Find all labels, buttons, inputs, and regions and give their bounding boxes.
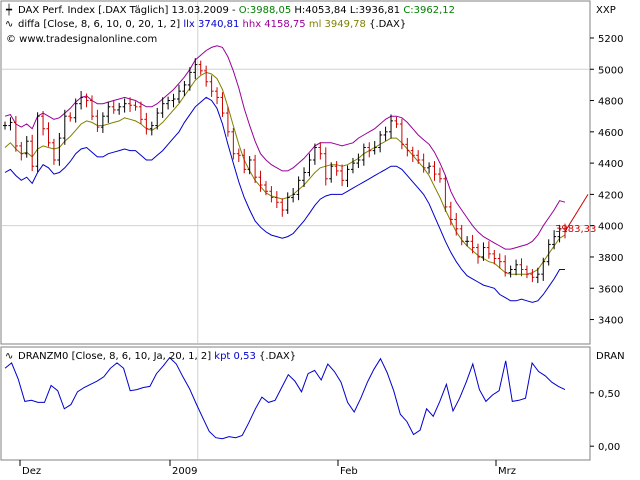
mid-band-line (4, 71, 566, 275)
price-y-tick-label: 5000 (598, 65, 623, 76)
price-grid (2, 2, 589, 343)
price-panel-frame (0, 0, 591, 345)
indicator-line-icon: ∿ (5, 351, 13, 362)
price-header-line1: DAX Perf. Index [.DAX Täglich] 13.03.200… (18, 5, 455, 16)
price-y-tick-label: 5200 (598, 34, 623, 45)
indicator-panel-frame (0, 346, 591, 461)
indicator-line (4, 356, 566, 440)
indicator-header: ∿ DRANZM0 [Close, 8, 6, 10, Ja, 20, 1, 2… (5, 351, 296, 362)
line-icon: ∿ (5, 19, 13, 30)
price-plot: 3983,33 (3, 45, 596, 303)
x-axis-label: 2009 (172, 466, 197, 477)
indicator-plot (4, 356, 566, 440)
price-header-line2: diffa [Close, 8, 6, 10, 0, 20, 1, 2] llx… (18, 19, 406, 30)
forecast-line (564, 194, 589, 232)
indicator-corner-label: DRAN (596, 351, 625, 362)
x-axis-label: Mrz (498, 466, 516, 477)
last-price-label: 3983,33 (555, 224, 596, 235)
price-y-axis: 5200 5000 4800 4600 4400 4200 4000 3800 3600 3400 (590, 34, 623, 327)
x-axis-label: Dez (22, 466, 41, 477)
price-y-tick-label: 4000 (598, 222, 623, 233)
candle-icon: ┿ (5, 3, 13, 16)
indicator-header-text: DRANZM0 [Close, 8, 6, 10, Ja, 20, 1, 2] … (18, 351, 296, 362)
indicator-y-tick-label: 0,50 (598, 389, 620, 400)
price-y-tick-label: 4400 (598, 159, 623, 170)
price-y-tick-label: 3800 (598, 253, 623, 264)
price-y-tick-label: 3600 (598, 284, 623, 295)
price-header: ┿ DAX Perf. Index [.DAX Täglich] 13.03.2… (5, 3, 455, 45)
price-corner-label: XXP (596, 5, 616, 16)
upper-band-line (4, 45, 566, 250)
lower-band-line (4, 96, 565, 303)
x-axis: Dez 2009 Feb Mrz (1, 459, 590, 477)
indicator-y-axis: 0,50 0,00 (590, 389, 620, 453)
price-y-tick-label: 4200 (598, 190, 623, 201)
x-axis-label: Feb (340, 466, 358, 477)
indicator-y-tick-label: 0,00 (598, 442, 620, 453)
copyright-notice: © www.tradesignalonline.com (6, 34, 157, 45)
price-y-tick-label: 3400 (598, 316, 623, 327)
price-y-tick-label: 4800 (598, 97, 623, 108)
price-y-tick-label: 4600 (598, 128, 623, 139)
